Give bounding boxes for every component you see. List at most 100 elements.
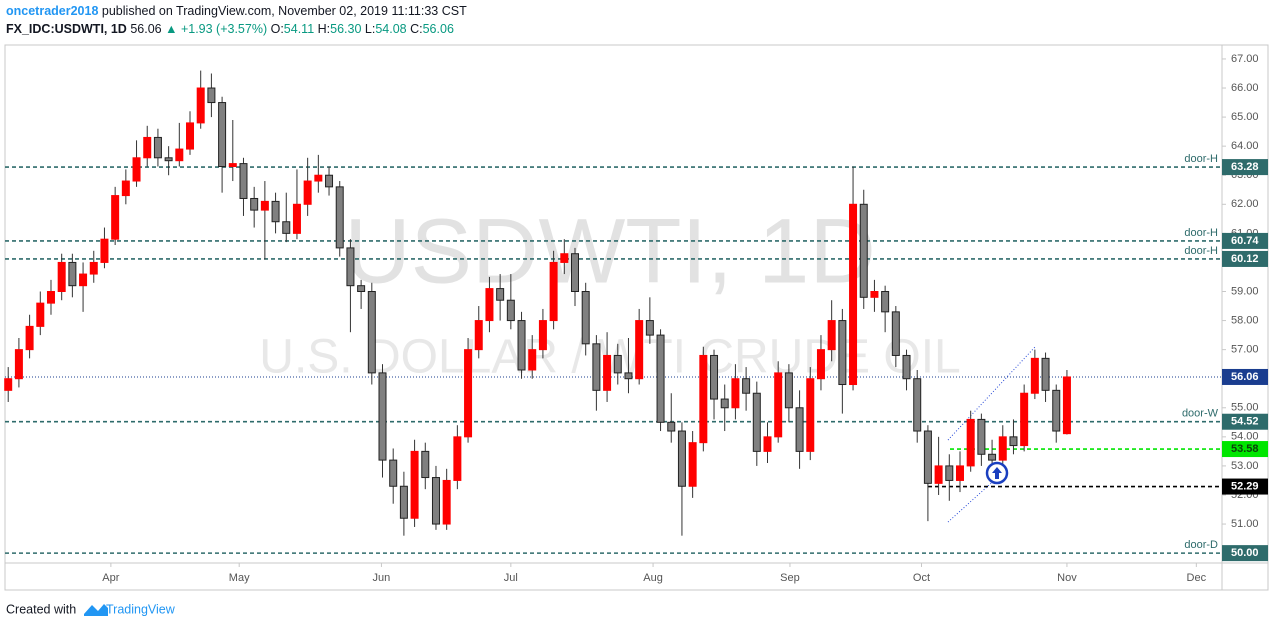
candle-body xyxy=(945,465,954,481)
candle-body xyxy=(1062,376,1071,435)
x-tick-label: Sep xyxy=(780,572,800,584)
ohlc-h-key: H: xyxy=(318,22,331,36)
y-tick-label: 59.00 xyxy=(1231,285,1259,297)
change: ▲ +1.93 (+3.57%) xyxy=(165,22,267,36)
candle-body xyxy=(4,378,13,391)
level-badge-label: 50.00 xyxy=(1231,547,1259,559)
footer-created: Created with xyxy=(6,602,76,616)
candle-body xyxy=(731,378,740,409)
y-tick-label: 65.00 xyxy=(1231,111,1259,123)
candle-body xyxy=(774,372,783,438)
candle-body xyxy=(870,291,879,298)
level-badge-label: 52.29 xyxy=(1231,480,1259,492)
candle-body xyxy=(346,247,355,287)
footer-brand[interactable]: TradingView xyxy=(106,602,176,616)
y-tick-label: 57.00 xyxy=(1231,344,1259,356)
level-badge xyxy=(1222,441,1268,458)
candle-body xyxy=(474,320,483,351)
y-tick-label: 64.00 xyxy=(1231,140,1259,152)
candle-body xyxy=(389,459,398,487)
candle-body xyxy=(207,87,216,104)
candle-body xyxy=(464,349,473,438)
candle-body xyxy=(667,421,676,432)
x-tick-label: Oct xyxy=(913,572,930,584)
candle-body xyxy=(613,354,622,374)
x-tick-label: Aug xyxy=(643,572,663,584)
candle-body xyxy=(250,197,259,211)
y-tick-label: 51.00 xyxy=(1231,518,1259,530)
candle-body xyxy=(528,349,537,371)
candle-body xyxy=(228,163,237,168)
candle-body xyxy=(592,343,601,391)
candle-body xyxy=(186,122,195,150)
candle-body xyxy=(143,136,152,159)
candle-body xyxy=(57,261,66,293)
candle-body xyxy=(517,320,526,371)
level-badge-label: 63.28 xyxy=(1231,161,1259,173)
candle-body xyxy=(100,238,109,263)
level-badge xyxy=(1222,368,1268,385)
x-tick-label: Jul xyxy=(504,572,518,584)
level-badge-label: 60.12 xyxy=(1231,253,1259,265)
x-tick-label: Nov xyxy=(1057,572,1077,584)
ohlc-h: 56.30 xyxy=(330,22,361,36)
candle-body xyxy=(46,291,55,304)
y-tick-label: 62.00 xyxy=(1231,198,1259,210)
candle-body xyxy=(795,407,804,452)
level-name: door-W xyxy=(1182,408,1219,420)
x-tick-label: Dec xyxy=(1187,572,1207,584)
candle-body xyxy=(688,442,697,487)
candle-body xyxy=(314,174,323,182)
x-tick-label: Apr xyxy=(102,572,119,584)
footer-logo xyxy=(84,604,108,616)
candle-body xyxy=(282,221,291,234)
candle-body xyxy=(624,372,633,380)
y-tick-label: 53.00 xyxy=(1231,460,1259,472)
candle-body xyxy=(859,203,868,298)
watermark-title: USDWTI, 1D xyxy=(344,200,876,302)
candle-body xyxy=(891,311,900,356)
candle-body xyxy=(399,485,408,519)
x-tick-label: Jun xyxy=(373,572,391,584)
candle-body xyxy=(239,163,248,199)
level-badge xyxy=(1222,232,1268,249)
level-name: door-D xyxy=(1184,539,1218,551)
level-badge xyxy=(1222,250,1268,267)
candle-body xyxy=(36,302,45,327)
author[interactable]: oncetrader2018 xyxy=(6,4,98,18)
candle-body xyxy=(68,261,77,287)
ohlc-l-key: L: xyxy=(365,22,375,36)
candle-body xyxy=(378,372,387,461)
level-badge-label: 56.06 xyxy=(1231,371,1259,383)
candle-body xyxy=(549,261,558,322)
ohlc-c: 56.06 xyxy=(423,22,454,36)
ohlc-o: 54.11 xyxy=(284,22,314,36)
candle-body xyxy=(699,354,708,444)
candle-body xyxy=(153,136,162,159)
candle-body xyxy=(656,334,665,423)
candle-body xyxy=(849,203,858,386)
candle-body xyxy=(506,299,515,322)
candle-body xyxy=(635,320,644,380)
candle-body xyxy=(1052,389,1061,432)
candle-body xyxy=(292,203,301,234)
candle-body xyxy=(325,174,334,188)
candle-body xyxy=(121,180,130,197)
candle-body xyxy=(485,288,494,322)
candle-body xyxy=(303,180,312,205)
candle-body xyxy=(218,102,227,168)
symbol-line: FX_IDC:USDWTI, 1D 56.06 ▲ +1.93 (+3.57%)… xyxy=(6,22,454,36)
candle-body xyxy=(410,450,419,519)
candle-body xyxy=(431,477,440,525)
candle-body xyxy=(966,418,975,467)
level-badge xyxy=(1222,159,1268,176)
candle-body xyxy=(763,436,772,452)
level-badge xyxy=(1222,478,1268,495)
candle-body xyxy=(367,291,376,374)
ohlc-c-key: C: xyxy=(410,22,423,36)
candle-body xyxy=(988,453,997,461)
level-badge-label: 54.52 xyxy=(1231,416,1259,428)
candle-body xyxy=(453,436,462,481)
y-tick-label: 66.00 xyxy=(1231,82,1259,94)
candle-body xyxy=(934,465,943,484)
